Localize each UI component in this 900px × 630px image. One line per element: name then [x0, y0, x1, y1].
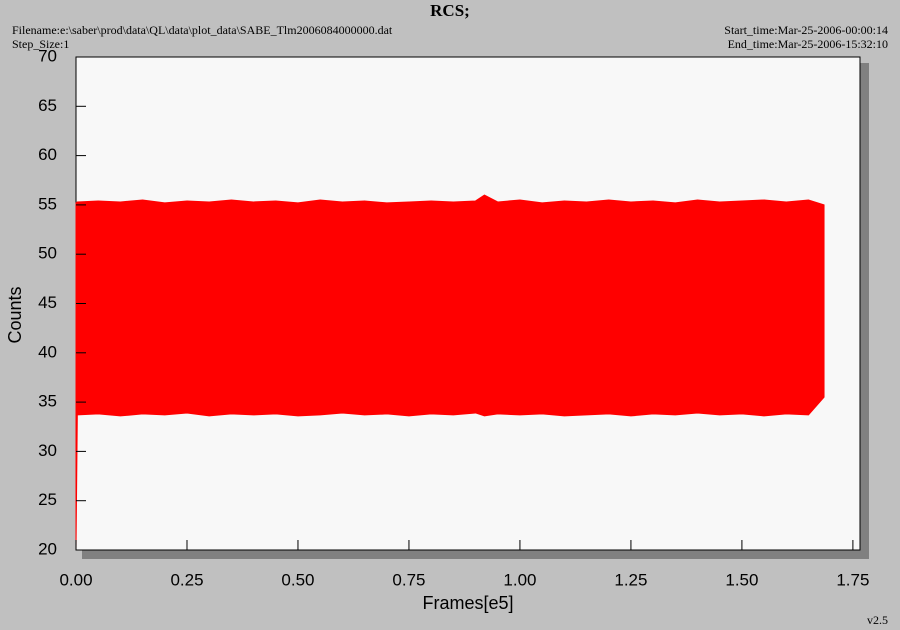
y-tick-label: 65 [38, 96, 57, 115]
chart-title: RCS; [430, 1, 470, 20]
x-tick-label: 1.25 [614, 570, 647, 589]
start-time: Start_time:Mar-25-2006-00:00:14 [724, 23, 888, 37]
y-tick-label: 45 [38, 293, 57, 312]
y-tick-label: 30 [38, 441, 57, 460]
y-tick-label: 25 [38, 490, 57, 509]
x-tick-label: 0.00 [59, 570, 92, 589]
y-tick-label: 40 [38, 342, 57, 361]
y-tick-label: 20 [38, 539, 57, 558]
x-axis-label: Frames[e5] [422, 593, 513, 613]
x-tick-label: 0.50 [281, 570, 314, 589]
y-axis-label: Counts [5, 286, 25, 343]
y-tick-label: 70 [38, 46, 57, 65]
x-tick-label: 1.75 [836, 570, 869, 589]
version: v2.5 [867, 613, 888, 627]
y-tick-label: 35 [38, 392, 57, 411]
y-tick-label: 50 [38, 244, 57, 263]
filename: Filename:e:\saber\prod\data\QL\data\plot… [12, 23, 393, 37]
y-tick-label: 60 [38, 145, 57, 164]
signal-band [75, 194, 825, 551]
y-tick-label: 55 [38, 194, 57, 213]
step-size: Step_Size:1 [12, 37, 69, 51]
x-tick-label: 0.25 [170, 570, 203, 589]
x-tick-label: 0.75 [392, 570, 425, 589]
x-tick-label: 1.50 [725, 570, 758, 589]
x-tick-label: 1.00 [503, 570, 536, 589]
end-time: End_time:Mar-25-2006-15:32:10 [728, 37, 888, 51]
